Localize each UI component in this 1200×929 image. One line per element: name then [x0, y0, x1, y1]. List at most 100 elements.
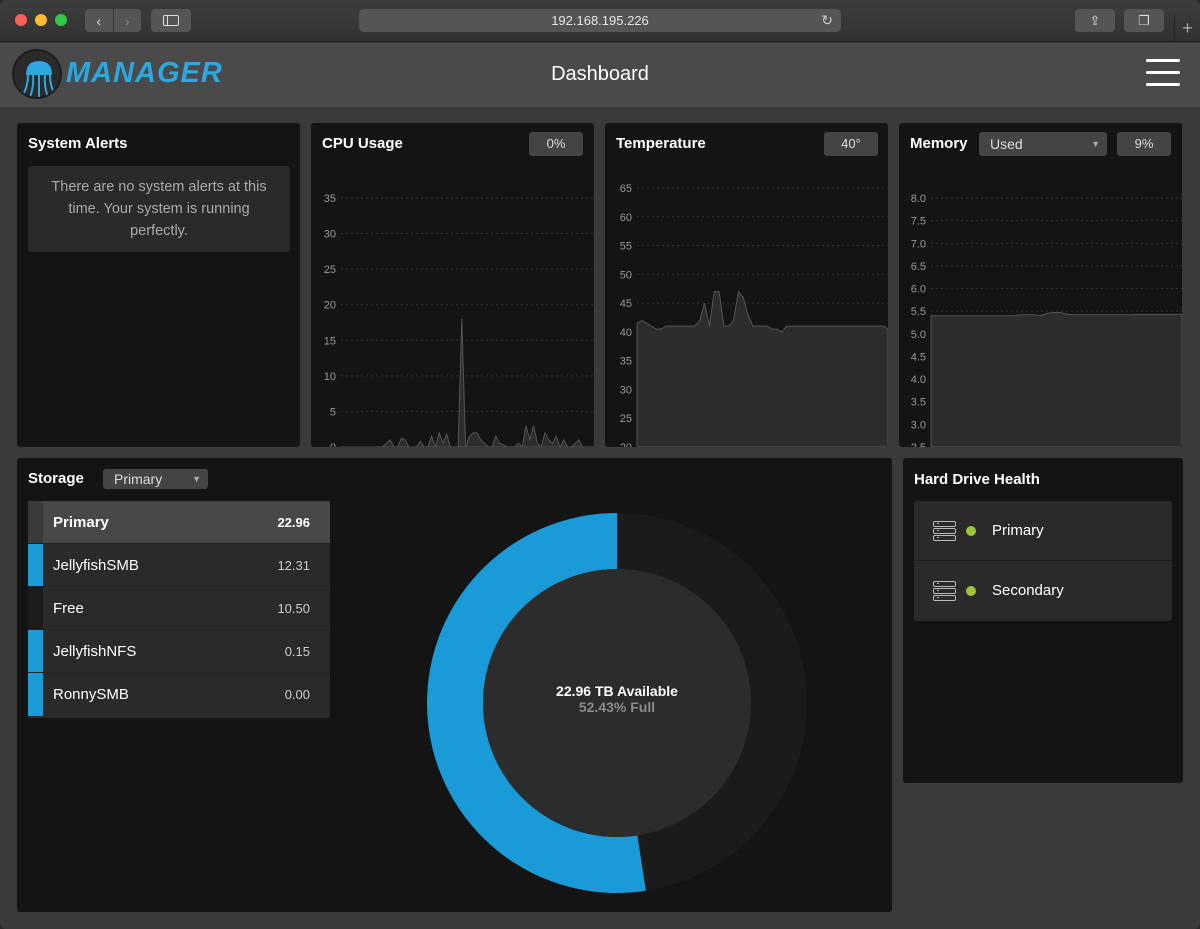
y-tick-label: 6.0 — [911, 284, 926, 296]
drive-name: Secondary — [992, 582, 1064, 599]
row-name: Free — [53, 600, 84, 617]
storage-pool-select[interactable]: Primary ▼ — [103, 469, 208, 489]
back-icon[interactable]: ‹ — [96, 12, 102, 29]
y-tick-label: 3.5 — [911, 397, 926, 409]
brand-name: MANAGER — [66, 57, 223, 89]
close-window-button[interactable] — [15, 14, 27, 26]
y-tick-label: 25 — [620, 413, 632, 425]
color-swatch — [28, 630, 43, 672]
new-tab-button[interactable]: + — [1174, 14, 1200, 42]
row-value: 10.50 — [277, 601, 310, 616]
hard-drive-health-panel: Hard Drive Health Primary Secondary — [903, 458, 1183, 783]
row-name: JellyfishSMB — [53, 557, 139, 574]
memory-chart: 2.5 3.0 3.5 4.0 4.5 5.0 5.5 6.0 6.5 7.0 7.5 8.0 — [911, 193, 1182, 447]
storage-donut-chart — [427, 513, 807, 893]
cpu-series-area — [341, 318, 594, 447]
y-tick-label: 60 — [620, 212, 632, 224]
temperature-chart: 20 25 30 35 40 45 50 55 60 65 — [620, 183, 888, 447]
memory-panel: Memory Used ▼ 9% 2.5 3.0 3.5 4.0 4.5 5.0 5.5 6.… — [899, 123, 1182, 447]
minimize-window-button[interactable] — [35, 14, 47, 26]
panel-title: Memory — [910, 135, 968, 152]
memory-mode-select[interactable]: Used ▼ — [979, 132, 1107, 156]
system-alerts-panel: System Alerts There are no system alerts… — [17, 123, 300, 447]
table-row[interactable]: Primary 22.96 — [28, 501, 330, 544]
y-tick-label: 20 — [620, 442, 632, 447]
share-icon: ⇪ — [1089, 13, 1101, 28]
memory-value-badge: 9% — [1117, 132, 1171, 156]
status-dot — [966, 586, 976, 596]
memory-series-area — [930, 312, 1182, 447]
app-header: MANAGER Dashboard — [0, 43, 1200, 107]
y-tick-label: 50 — [620, 269, 632, 281]
storage-table: Primary 22.96 JellyfishSMB 12.31 Free 10… — [28, 501, 330, 718]
color-swatch — [28, 673, 43, 716]
memory-mode-value: Used — [990, 136, 1023, 152]
y-tick-label: 6.5 — [911, 261, 926, 273]
temperature-series-area — [636, 290, 888, 447]
drive-name: Primary — [992, 522, 1044, 539]
menu-icon[interactable] — [1146, 59, 1180, 89]
y-tick-label: 7.5 — [911, 216, 926, 228]
forward-icon[interactable]: › — [112, 9, 142, 32]
list-item[interactable]: Secondary — [914, 561, 1172, 621]
temperature-panel: Temperature 40° 20 25 30 35 40 45 50 55 60 65 — [605, 123, 888, 447]
address-bar[interactable]: 192.168.195.226 ↻ — [359, 9, 841, 32]
row-name: RonnySMB — [53, 686, 129, 703]
share-button[interactable]: ⇪ — [1075, 9, 1115, 32]
y-tick-label: 65 — [620, 183, 632, 195]
table-row[interactable]: Free 10.50 — [28, 587, 330, 630]
cpu-usage-panel: CPU Usage 0% 0 5 10 15 20 25 30 35 — [311, 123, 594, 447]
zoom-window-button[interactable] — [55, 14, 67, 26]
y-tick-label: 4.5 — [911, 351, 926, 363]
browser-toolbar: ‹ › 192.168.195.226 ↻ ⇪ ❐ + — [0, 0, 1200, 42]
sidebar-icon — [163, 15, 179, 26]
y-tick-label: 5 — [330, 406, 336, 418]
reload-icon[interactable]: ↻ — [821, 12, 833, 28]
available-label: 22.96 TB Available — [556, 683, 678, 699]
cpu-chart: 0 5 10 15 20 25 30 35 — [324, 193, 594, 447]
panel-title: CPU Usage — [322, 135, 403, 152]
history-nav: ‹ › — [85, 9, 141, 32]
row-name: Primary — [53, 514, 109, 531]
used-slice — [427, 513, 646, 893]
row-value: 0.15 — [284, 644, 310, 659]
table-row[interactable]: JellyfishNFS 0.15 — [28, 630, 330, 673]
table-row[interactable]: JellyfishSMB 12.31 — [28, 544, 330, 587]
chevron-down-icon: ▼ — [192, 474, 201, 484]
page-title: Dashboard — [551, 63, 649, 85]
y-tick-label: 35 — [324, 193, 336, 205]
panel-title: Temperature — [616, 135, 706, 152]
color-swatch — [28, 544, 43, 586]
y-tick-label: 25 — [324, 264, 336, 276]
status-dot — [966, 526, 976, 536]
y-tick-label: 3.0 — [911, 419, 926, 431]
y-tick-label: 35 — [620, 356, 632, 368]
full-label: 52.43% Full — [578, 699, 656, 715]
row-value: 12.31 — [277, 558, 310, 573]
tabs-button[interactable]: ❐ — [1124, 9, 1164, 32]
y-tick-label: 8.0 — [911, 193, 926, 205]
server-icon — [933, 581, 956, 601]
sidebar-toggle-button[interactable] — [151, 9, 191, 32]
y-tick-label: 0 — [330, 442, 336, 447]
temperature-value-badge: 40° — [824, 132, 878, 156]
jellyfish-logo-icon[interactable] — [12, 49, 62, 99]
y-tick-label: 2.5 — [911, 442, 926, 447]
panel-title: System Alerts — [28, 135, 128, 152]
color-swatch — [28, 501, 43, 543]
donut-center — [483, 569, 751, 837]
panel-title: Hard Drive Health — [914, 471, 1040, 488]
y-tick-label: 30 — [324, 229, 336, 241]
y-tick-label: 10 — [324, 371, 336, 383]
row-name: JellyfishNFS — [53, 643, 137, 660]
y-tick-label: 20 — [324, 300, 336, 312]
row-value: 22.96 — [277, 515, 310, 530]
chevron-down-icon: ▼ — [1091, 139, 1100, 149]
y-tick-label: 30 — [620, 384, 632, 396]
storage-panel: Storage Primary ▼ Primary 22.96 Jellyfis… — [17, 458, 892, 912]
table-row[interactable]: RonnySMB 0.00 — [28, 673, 330, 716]
y-tick-label: 5.5 — [911, 306, 926, 318]
y-tick-label: 7.0 — [911, 238, 926, 250]
drive-list: Primary Secondary — [914, 501, 1172, 621]
list-item[interactable]: Primary — [914, 501, 1172, 561]
